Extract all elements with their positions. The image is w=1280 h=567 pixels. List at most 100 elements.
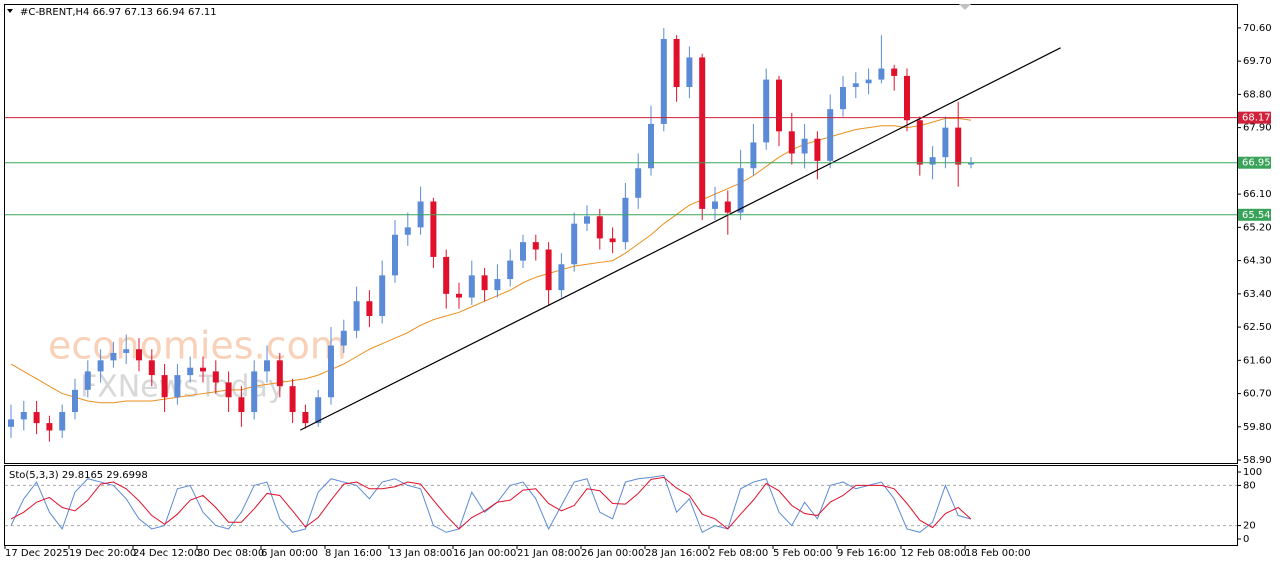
candle-body (161, 375, 168, 398)
candle-body (84, 371, 91, 390)
candle-body (942, 127, 949, 158)
candle-body (545, 249, 552, 291)
y-tick-label: 67.90 (1243, 123, 1272, 134)
candle-body (187, 367, 194, 376)
x-tick-label: 16 Jan 00:00 (453, 548, 516, 559)
y-tick-label: 58.90 (1243, 455, 1272, 466)
y-tick-label: 59.80 (1243, 422, 1272, 433)
candle-body (622, 197, 629, 243)
y-tick-label: 66.10 (1243, 189, 1272, 200)
level-label: 68.17 (1242, 113, 1271, 124)
candle-body (596, 216, 603, 239)
candle-body (302, 412, 309, 424)
level-label-box (1238, 208, 1271, 221)
x-tick-label: 24 Dec 12:00 (133, 548, 200, 559)
candle-body (724, 201, 731, 213)
candle-body (507, 260, 514, 280)
candle-body (59, 412, 66, 431)
x-tick-label: 30 Dec 08:00 (197, 548, 264, 559)
candle-body (430, 201, 437, 257)
level-label: 65.54 (1242, 210, 1271, 221)
candle-body (46, 423, 53, 431)
x-tick-label: 5 Feb 00:00 (773, 548, 832, 559)
candle-body (635, 168, 642, 198)
stoch-line (10, 474, 972, 533)
x-tick-label: 17 Dec 2025 (5, 548, 69, 559)
candle-body (827, 109, 834, 161)
candle-body (238, 397, 245, 413)
candle-body (955, 127, 962, 165)
shift-marker (959, 4, 971, 10)
candle-body (340, 330, 347, 346)
x-tick-label: 2 Feb 08:00 (709, 548, 768, 559)
candle-body (468, 275, 475, 298)
candle-body (891, 68, 898, 76)
candle-body (123, 349, 130, 353)
candle-body (251, 371, 258, 413)
candle-body (97, 360, 104, 372)
y-tick-label: 65.20 (1243, 222, 1272, 233)
y-tick-label: 60.70 (1243, 389, 1272, 400)
x-tick-label: 18 Feb 00:00 (965, 548, 1031, 559)
candle-body (20, 412, 27, 420)
candle-body (276, 360, 283, 387)
y-tick-label: 68.80 (1243, 89, 1272, 100)
y-tick-label: 80 (1243, 480, 1256, 491)
candle-body (788, 131, 795, 154)
x-tick-label: 13 Jan 08:00 (389, 548, 452, 559)
level-label: 66.95 (1242, 158, 1271, 169)
candle-body (379, 275, 386, 316)
x-tick-label: 21 Jan 08:00 (517, 548, 580, 559)
candle-body (289, 386, 296, 413)
candle-body (404, 227, 411, 235)
candle-body (212, 371, 219, 383)
main-frame (4, 4, 1238, 464)
candle-body (776, 79, 782, 132)
candle-body (686, 57, 693, 87)
candle-body (481, 275, 488, 291)
indicator-title: Sto(5,3,3) 29.8165 29.6998 (9, 470, 148, 481)
candle-body (174, 375, 181, 398)
y-tick-label: 100 (1243, 467, 1262, 478)
candle-body (494, 279, 501, 291)
candle-body (801, 138, 808, 154)
candle-body (520, 242, 526, 261)
chart-title: #C-BRENT,H4 66.97 67.13 66.94 67.11 (20, 7, 217, 18)
candle-body (366, 301, 373, 316)
stoch-frame (4, 465, 1238, 546)
candle-body (929, 157, 936, 165)
candle-body (136, 349, 142, 361)
candle-body (200, 367, 206, 372)
y-tick-label: 70.60 (1243, 23, 1272, 34)
stoch-line (10, 476, 972, 530)
candle-body (72, 389, 78, 413)
candle-body (571, 223, 578, 265)
candle-body (878, 68, 885, 80)
x-tick-label: 12 Feb 08:00 (901, 548, 967, 559)
candle-body (750, 142, 757, 169)
candle-body (456, 293, 462, 298)
candle-body (904, 75, 910, 121)
y-tick-label: 63.40 (1243, 289, 1272, 300)
candle-body (609, 238, 616, 243)
y-tick-label: 62.50 (1243, 322, 1272, 333)
y-tick-label: 61.60 (1243, 355, 1272, 366)
candle-body (865, 79, 872, 84)
candle-body (443, 256, 450, 294)
x-tick-label: 28 Jan 16:00 (645, 548, 708, 559)
candle-body (852, 83, 859, 87)
level-label-box (1238, 156, 1271, 169)
candle-body (737, 168, 744, 213)
candle-body (660, 38, 667, 124)
watermark: economies.com (48, 324, 347, 368)
x-tick-label: 8 Jan 16:00 (325, 548, 382, 559)
candle-body (264, 360, 270, 372)
moving-average (10, 117, 972, 404)
candle-body (392, 234, 398, 276)
level-label-box (1238, 111, 1271, 124)
candle-body (558, 264, 565, 291)
candle-body (584, 216, 590, 224)
candle-body (532, 242, 539, 250)
candle-body (315, 397, 322, 424)
